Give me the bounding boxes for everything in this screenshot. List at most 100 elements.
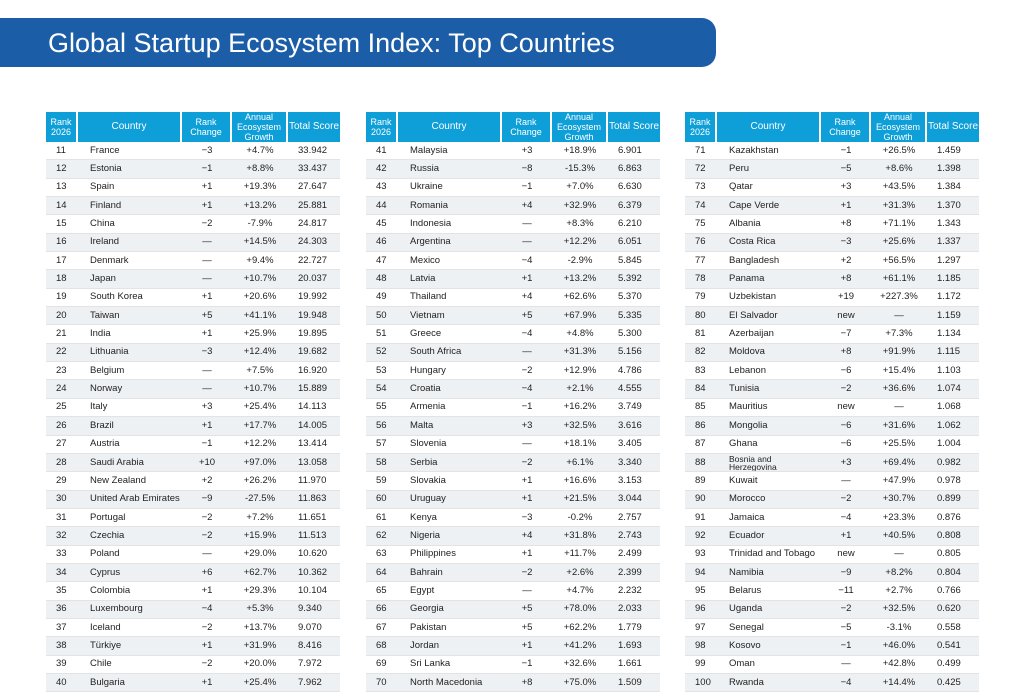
rank-cell: 15 <box>46 215 78 234</box>
growth-cell: -15.3% <box>552 160 608 179</box>
rank-change-cell: −2 <box>502 563 552 583</box>
total-score-cell: 5.156 <box>608 343 660 363</box>
total-score-cell: 1.004 <box>927 436 979 454</box>
total-score-cell: 1.384 <box>927 179 979 198</box>
table-row: 37 Iceland −2 +13.7% 9.070 <box>46 619 340 638</box>
rank-change-cell: +4 <box>502 197 552 216</box>
growth-cell: +9.4% <box>232 252 288 271</box>
rank-change-cell: +1 <box>182 673 232 692</box>
rank-change-cell: −9 <box>182 490 232 509</box>
rank-change-cell: −2 <box>182 215 232 234</box>
total-score-cell: 22.727 <box>288 252 340 271</box>
total-score-cell: 1.661 <box>608 656 660 674</box>
country-cell: Spain <box>78 179 182 198</box>
growth-cell: +12.9% <box>552 362 608 381</box>
rank-cell: 32 <box>46 527 78 546</box>
total-score-cell: 11.651 <box>288 509 340 528</box>
rank-change-cell: −2 <box>182 527 232 546</box>
table-row: 42 Russia −8 -15.3% 6.863 <box>366 160 660 179</box>
country-cell: France <box>78 142 182 161</box>
growth-cell: +7.5% <box>232 362 288 381</box>
rank-cell: 71 <box>685 142 717 161</box>
rank-cell: 51 <box>366 325 398 344</box>
total-score-cell: 8.416 <box>288 637 340 656</box>
total-score-cell: 14.113 <box>288 399 340 418</box>
country-cell: Poland <box>78 546 182 564</box>
table-row: 17 Denmark — +9.4% 22.727 <box>46 252 340 271</box>
growth-cell: +41.2% <box>552 637 608 656</box>
table-header-row: Rank 2026 Country Rank Change Annual Ecosys… <box>46 112 340 142</box>
country-cell: El Salvador <box>717 307 821 326</box>
rank-cell: 43 <box>366 179 398 198</box>
country-cell: Lebanon <box>717 362 821 381</box>
rank-change-cell: −1 <box>502 656 552 674</box>
rank-change-cell: — <box>502 233 552 253</box>
total-score-cell: 19.682 <box>288 343 340 363</box>
rank-change-cell: −1 <box>821 142 871 161</box>
total-score-cell: 3.749 <box>608 399 660 418</box>
table-row: 61 Kenya −3 -0.2% 2.757 <box>366 509 660 528</box>
growth-cell: +31.3% <box>552 343 608 363</box>
total-score-cell: 5.335 <box>608 307 660 326</box>
rank-change-cell: −2 <box>182 619 232 638</box>
rank-cell: 20 <box>46 307 78 326</box>
table-row: 69 Sri Lanka −1 +32.6% 1.661 <box>366 656 660 674</box>
table-row: 98 Kosovo −1 +46.0% 0.541 <box>685 637 979 656</box>
table-row: 66 Georgia +5 +78.0% 2.033 <box>366 600 660 619</box>
table-row: 54 Croatia −4 +2.1% 4.555 <box>366 380 660 399</box>
rank-cell: 65 <box>366 582 398 601</box>
country-cell: Taiwan <box>78 307 182 326</box>
total-score-cell: 1.062 <box>927 417 979 436</box>
country-cell: Iceland <box>78 619 182 638</box>
rank-cell: 69 <box>366 656 398 674</box>
total-score-cell: 1.370 <box>927 197 979 216</box>
growth-cell: +32.5% <box>552 417 608 436</box>
table-row: 86 Mongolia −6 +31.6% 1.062 <box>685 417 979 436</box>
rank-change-cell: −8 <box>502 160 552 179</box>
total-score-cell: 9.340 <box>288 600 340 619</box>
total-score-cell: 0.541 <box>927 637 979 656</box>
table-row: 96 Uganda −2 +32.5% 0.620 <box>685 600 979 619</box>
total-score-cell: 1.337 <box>927 233 979 253</box>
growth-cell: +62.6% <box>552 289 608 308</box>
total-score-cell: 13.414 <box>288 436 340 454</box>
table-row: 21 India +1 +25.9% 19.895 <box>46 325 340 344</box>
table-row: 33 Poland — +29.0% 10.620 <box>46 546 340 564</box>
total-score-cell: 5.370 <box>608 289 660 308</box>
table-row: 25 Italy +3 +25.4% 14.113 <box>46 399 340 418</box>
total-score-cell: 0.425 <box>927 673 979 692</box>
table-row: 71 Kazakhstan −1 +26.5% 1.459 <box>685 142 979 161</box>
growth-cell: +10.7% <box>232 270 288 289</box>
total-score-cell: 7.962 <box>288 673 340 692</box>
table-row: 93 Trinidad and Tobago new —0.805 <box>685 546 979 564</box>
rank-change-cell: +1 <box>182 582 232 601</box>
table-row: 85 Mauritius new —1.068 <box>685 399 979 418</box>
rank-cell: 78 <box>685 270 717 289</box>
growth-cell: +2.7% <box>871 582 927 601</box>
table-row: 65 Egypt — +4.7% 2.232 <box>366 582 660 601</box>
total-score-cell: 1.297 <box>927 252 979 271</box>
growth-cell: +10.7% <box>232 380 288 399</box>
rank-change-cell: +1 <box>182 197 232 216</box>
growth-cell: +62.7% <box>232 563 288 583</box>
rank-cell: 68 <box>366 637 398 656</box>
rank-cell: 77 <box>685 252 717 271</box>
rank-change-cell: +1 <box>502 490 552 509</box>
total-score-cell: 7.972 <box>288 656 340 674</box>
growth-cell: +29.3% <box>232 582 288 601</box>
rank-cell: 50 <box>366 307 398 326</box>
growth-cell: +26.2% <box>232 472 288 491</box>
table-row: 11 France −3 +4.7% 33.942 <box>46 142 340 161</box>
rank-change-cell: — <box>821 656 871 674</box>
country-cell: Romania <box>398 197 502 216</box>
rank-cell: 60 <box>366 490 398 509</box>
total-score-cell: 33.942 <box>288 142 340 161</box>
rank-change-cell: — <box>182 233 232 253</box>
rank-change-cell: +2 <box>182 472 232 491</box>
rank-change-cell: −6 <box>821 362 871 381</box>
growth-cell: +8.2% <box>871 563 927 583</box>
table-row: 47 Mexico −4 -2.9% 5.845 <box>366 252 660 271</box>
table-row: 53 Hungary −2 +12.9% 4.786 <box>366 362 660 381</box>
rank-change-cell: — <box>182 362 232 381</box>
table-row: 26 Brazil +1 +17.7% 14.005 <box>46 417 340 436</box>
